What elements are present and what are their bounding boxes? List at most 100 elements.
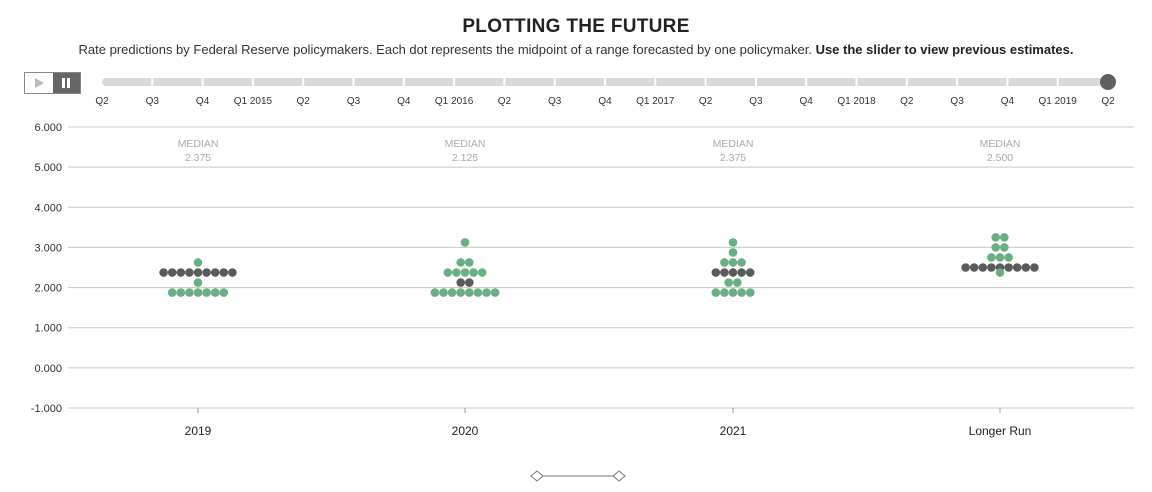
- time-slider-label[interactable]: Q4: [598, 96, 612, 107]
- chart-title: PLOTTING THE FUTURE: [462, 16, 690, 37]
- time-slider-label[interactable]: Q4: [800, 96, 814, 107]
- time-slider-handle[interactable]: [1100, 74, 1116, 90]
- pause-button[interactable]: [52, 73, 80, 93]
- dot-plot: 6.000 5.000 4.000 3.000 2.000 1.000 0.000 -1.00…: [31, 122, 1134, 438]
- time-slider-label[interactable]: Q3: [548, 96, 562, 107]
- policymaker-dot: [720, 288, 729, 297]
- policymaker-dot: [456, 288, 466, 297]
- y-tick-label: -1.000: [31, 403, 62, 415]
- policymaker-dot: [452, 268, 461, 277]
- playback-controls: [24, 72, 81, 94]
- policymaker-dot: [995, 253, 1005, 262]
- time-slider-label[interactable]: Q4: [397, 96, 411, 107]
- time-slider-label[interactable]: Q2: [699, 96, 713, 107]
- time-slider-label[interactable]: Q2: [297, 96, 311, 107]
- policymaker-dot: [185, 288, 194, 297]
- median-dot: [1021, 263, 1031, 272]
- policymaker-dot: [202, 288, 211, 297]
- policymaker-dot: [456, 258, 466, 267]
- range-brush-right-handle[interactable]: [612, 470, 626, 482]
- policymaker-dot: [1000, 233, 1009, 242]
- y-tick-label: 6.000: [34, 122, 62, 134]
- policymaker-dot: [482, 288, 491, 297]
- policymaker-dot: [991, 243, 1000, 252]
- time-slider-label[interactable]: Q3: [347, 96, 361, 107]
- x-tick-label: 2020: [452, 424, 479, 438]
- policymaker-dot: [1000, 243, 1009, 252]
- policymaker-dot: [473, 288, 483, 297]
- median-label: MEDIAN: [713, 138, 754, 150]
- time-slider-label[interactable]: Q4: [1001, 96, 1015, 107]
- x-tick-label: Longer Run: [969, 424, 1032, 438]
- policymaker-dot: [987, 253, 996, 262]
- time-slider-label[interactable]: Q1 2016: [435, 96, 474, 107]
- y-tick-label: 1.000: [34, 323, 62, 335]
- time-slider-label[interactable]: Q3: [749, 96, 763, 107]
- policymaker-dot: [439, 288, 448, 297]
- range-brush-left-handle[interactable]: [530, 470, 544, 482]
- subtitle-text: Rate predictions by Federal Reserve poli…: [78, 42, 812, 57]
- policymaker-dot: [193, 288, 203, 297]
- median-dot: [185, 268, 194, 277]
- policymaker-dot: [447, 288, 457, 297]
- y-tick-label: 2.000: [34, 283, 62, 295]
- pause-icon: [62, 78, 71, 88]
- median-value: 2.500: [987, 152, 1013, 164]
- time-slider-label[interactable]: Q3: [950, 96, 964, 107]
- play-button[interactable]: [25, 73, 53, 93]
- policymaker-dot: [724, 278, 733, 287]
- policymaker-dot: [465, 258, 474, 267]
- time-slider-label[interactable]: Q1 2017: [636, 96, 675, 107]
- policymaker-dot: [443, 268, 453, 277]
- median-dot: [745, 268, 755, 277]
- median-label: MEDIAN: [178, 138, 219, 150]
- range-brush[interactable]: [528, 468, 628, 484]
- policymaker-dot: [720, 258, 729, 267]
- policymaker-dot: [210, 288, 220, 297]
- median-dot: [167, 268, 177, 277]
- policymaker-dot: [477, 268, 487, 277]
- policymaker-dot: [728, 288, 738, 297]
- policymaker-dot: [490, 288, 500, 297]
- time-slider-label[interactable]: Q2: [1101, 96, 1115, 107]
- policymaker-dot: [469, 268, 478, 277]
- median-dot: [969, 263, 979, 272]
- time-slider-label[interactable]: Q2: [95, 96, 109, 107]
- time-slider-label[interactable]: Q2: [900, 96, 914, 107]
- median-dot: [159, 268, 168, 277]
- median-dot: [456, 278, 466, 287]
- median-value: 2.125: [452, 152, 478, 164]
- play-icon: [34, 78, 44, 88]
- time-slider[interactable]: Q2 Q3 Q4 Q1 2015 Q2 Q3 Q4 Q1 2016 Q2 Q3 Q4 Q1 2017 Q…: [0, 70, 1152, 110]
- time-slider-label[interactable]: Q1 2015: [234, 96, 273, 107]
- time-slider-label[interactable]: Q3: [146, 96, 160, 107]
- chart-subtitle: Rate predictions by Federal Reserve poli…: [0, 42, 1152, 57]
- time-slider-label[interactable]: Q4: [196, 96, 210, 107]
- subtitle-instruction: Use the slider to view previous estimate…: [815, 42, 1074, 57]
- median-value: 2.375: [720, 152, 746, 164]
- median-dot: [737, 268, 746, 277]
- median-dot: [210, 268, 220, 277]
- median-dot: [711, 268, 721, 277]
- policymaker-dot: [728, 248, 738, 257]
- x-tick-label: 2021: [720, 424, 747, 438]
- time-slider-label[interactable]: Q2: [498, 96, 512, 107]
- policymaker-dot: [460, 268, 470, 277]
- y-tick-label: 4.000: [34, 202, 62, 214]
- median-label: MEDIAN: [445, 138, 486, 150]
- policymaker-dot: [465, 288, 474, 297]
- policymaker-dot: [737, 258, 746, 267]
- policymaker-dot: [219, 288, 229, 297]
- policymaker-dot: [1004, 253, 1013, 262]
- policymaker-dot: [167, 288, 177, 297]
- median-dot: [219, 268, 229, 277]
- median-dot: [1030, 263, 1039, 272]
- policymaker-dot: [728, 238, 738, 247]
- time-slider-label[interactable]: Q1 2018: [837, 96, 876, 107]
- median-dot: [720, 268, 729, 277]
- time-slider-label[interactable]: Q1 2019: [1039, 96, 1078, 107]
- policymaker-dot: [176, 288, 186, 297]
- median-value: 2.375: [185, 152, 211, 164]
- median-dot: [228, 268, 237, 277]
- policymaker-dot: [995, 268, 1005, 277]
